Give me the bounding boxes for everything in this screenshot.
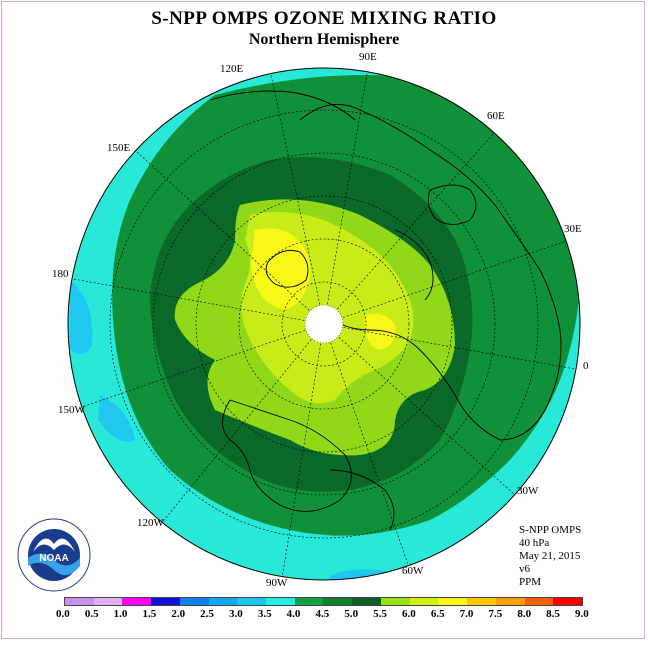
- info-instrument: S-NPP OMPS: [519, 524, 582, 536]
- polar-no-data-cap-stipple: [304, 304, 344, 344]
- colorbar-swatch: [122, 598, 152, 605]
- colorbar-tick-label: 5.0: [344, 608, 359, 620]
- page-subtitle: Northern Hemisphere: [248, 31, 400, 48]
- longitude-label-180: 180: [52, 268, 69, 280]
- longitude-label-90e: 90E: [359, 51, 377, 63]
- colorbar-tick-label: 1.0: [113, 608, 128, 620]
- info-version: v6: [519, 563, 530, 575]
- colorbar-tick-label: 0.0: [56, 608, 70, 620]
- longitude-label-120w: 120W: [137, 517, 164, 529]
- colorbar-tick-label: 8.0: [517, 608, 532, 620]
- colorbar-swatch: [208, 598, 238, 605]
- colorbar-swatch: [438, 598, 468, 605]
- colorbar: [64, 597, 583, 606]
- page-title: S-NPP OMPS OZONE MIXING RATIO: [151, 8, 497, 29]
- map-boundary: [67, 67, 581, 581]
- info-units: PPM: [519, 576, 542, 588]
- ozone-field-low-patch: [98, 395, 135, 442]
- colorbar-swatch: [495, 598, 525, 605]
- colorbar-swatch: [352, 598, 381, 605]
- graticule: [68, 68, 580, 579]
- colorbar-tick-label: 3.5: [257, 608, 272, 620]
- colorbar-tick-label: 4.5: [315, 608, 330, 620]
- colorbar-swatch: [294, 598, 324, 605]
- map-info-block: S-NPP OMPS 40 hPa May 21, 2015 v6 PPM: [519, 524, 581, 589]
- ozone-field-band-65: [364, 313, 396, 350]
- longitude-label-90w: 90W: [266, 577, 288, 589]
- polar-no-data-cap: [305, 305, 343, 343]
- colorbar-swatch: [380, 598, 410, 605]
- colorbar-tick-label: 7.0: [459, 608, 474, 620]
- noaa-logo: NOAA: [17, 518, 91, 592]
- ozone-field-band-65: [251, 228, 311, 309]
- colorbar-tick-label: 2.0: [171, 608, 186, 620]
- colorbar-tick-label: 8.5: [546, 608, 560, 620]
- colorbar-swatch: [409, 598, 439, 605]
- colorbar-swatch: [151, 598, 180, 605]
- colorbar-tick-label: 4.0: [286, 608, 301, 620]
- longitude-label-30e: 30E: [564, 223, 582, 235]
- colorbar-tick-label: 1.5: [142, 608, 157, 620]
- longitude-label-60e: 60E: [487, 110, 505, 122]
- colorbar-swatch: [524, 598, 554, 605]
- page-frame: [1, 1, 645, 639]
- colorbar-swatch: [237, 598, 267, 605]
- longitude-label-30w: 30W: [517, 485, 539, 497]
- longitude-label-150w: 150W: [58, 404, 85, 416]
- colorbar-tick-label: 9.0: [575, 608, 589, 620]
- colorbar-tick-label: 3.0: [229, 608, 243, 620]
- longitude-label-120e: 120E: [220, 63, 244, 75]
- colorbar-swatch: [467, 598, 496, 605]
- colorbar-swatch: [553, 598, 582, 605]
- colorbar-tick-label: 0.5: [84, 608, 99, 620]
- colorbar-swatch: [266, 598, 295, 605]
- colorbar-swatch: [65, 598, 94, 605]
- ozone-field-low-patch: [70, 280, 93, 354]
- colorbar-tick-label: 6.0: [402, 608, 416, 620]
- colorbar-tick-label: 5.5: [373, 608, 387, 620]
- info-level: 40 hPa: [519, 537, 550, 549]
- colorbar-tick-label: 6.5: [430, 608, 445, 620]
- longitude-label-150e: 150E: [107, 142, 131, 154]
- longitude-label-0: 0: [583, 360, 589, 372]
- colorbar-swatch: [179, 598, 209, 605]
- noaa-logo-text: NOAA: [39, 553, 68, 564]
- colorbar-tick-label: 2.5: [200, 608, 214, 620]
- colorbar-swatch: [93, 598, 123, 605]
- coastlines: [209, 90, 562, 531]
- colorbar-swatch: [323, 598, 353, 605]
- colorbar-tick-label: 7.5: [488, 608, 503, 620]
- info-date: May 21, 2015: [519, 550, 581, 562]
- longitude-label-60w: 60W: [402, 565, 424, 577]
